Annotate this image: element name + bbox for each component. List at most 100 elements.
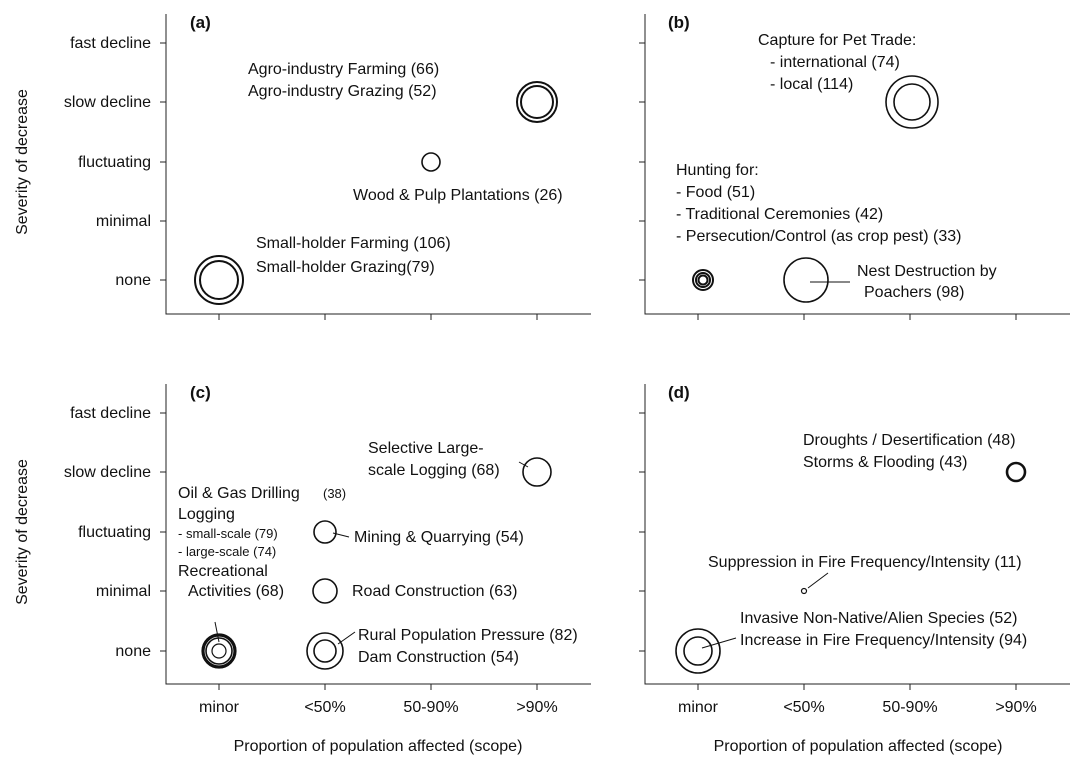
panel-c-annotation-mining: Mining & Quarrying (54): [354, 529, 524, 546]
panel-b-bubble-pet-trade-inner: [893, 83, 931, 121]
panel-c-annotation-recreational-2: Activities (68): [188, 583, 284, 600]
y-tick-label-slow-decline-bottom: slow decline: [64, 464, 151, 481]
y-tick-label-minimal-top: minimal: [96, 213, 151, 230]
panel-c-annotation-logging: Logging: [178, 506, 235, 523]
x-tick-label-50-90-right: 50-90%: [882, 699, 937, 716]
y-axis-title-bottom: Severity of decrease: [14, 459, 31, 605]
panel-d-x-ticks: [697, 684, 1017, 690]
panel-b-annotation-hunting-title: Hunting for:: [676, 162, 759, 179]
y-tick-label-slow-decline-top: slow decline: [64, 94, 151, 111]
panel-c-bubble-rural-inner: [313, 639, 337, 663]
panel-c-bubble-rural-outer: [306, 632, 344, 670]
panel-b-y-ticks: [639, 42, 645, 281]
panel-a-axes: [165, 14, 591, 315]
panel-a-annotation-agro-farming: Agro-industry Farming (66): [248, 61, 439, 78]
panel-c-bubble-oil-logging-outer: [201, 633, 237, 669]
panel-d-annotation-invasive: Invasive Non-Native/Alien Species (52): [740, 610, 1017, 627]
panel-a-bubble-agro-outer: [516, 81, 558, 123]
panel-b: (b) Capture for Pet Trade: - internation…: [639, 13, 1070, 320]
panel-d-annotation-fire-suppression: Suppression in Fire Frequency/Intensity …: [708, 554, 1022, 571]
panel-d: (d) Droughts / Desertification (48) Stor…: [639, 383, 1070, 690]
panel-b-bubble-pet-trade-outer: [885, 75, 939, 129]
panel-c-annotation-oil-gas: Oil & Gas Drilling: [178, 485, 300, 502]
y-tick-label-minimal-bottom: minimal: [96, 583, 151, 600]
panel-c: (c) Selective Large- scale Logging (68) …: [160, 383, 591, 690]
y-tick-label-none-bottom: none: [115, 643, 151, 660]
panel-d-bubble-fire-suppression: [800, 587, 808, 595]
panel-c-leader-mining: [332, 532, 350, 538]
panel-b-annotation-hunting-persecution: - Persecution/Control (as crop pest) (33…: [676, 228, 961, 245]
x-tick-label-50-90-left: 50-90%: [403, 699, 458, 716]
panel-a-y-ticks: [160, 42, 166, 281]
x-axis-title-left: Proportion of population affected (scope…: [234, 738, 523, 755]
x-tick-label-minor-right: minor: [678, 699, 719, 716]
panel-c-annotation-rural: Rural Population Pressure (82): [358, 627, 578, 644]
panel-c-y-ticks: [160, 412, 166, 652]
panel-d-axes: [644, 384, 1070, 685]
panel-b-bubble-hunting-outer: [692, 269, 714, 291]
panel-a-label: (a): [190, 13, 211, 32]
panel-b-annotation-pet-trade-local: - local (114): [770, 76, 853, 93]
panel-c-bubble-road: [312, 578, 338, 604]
panel-a-bubble-wood-pulp: [421, 152, 441, 172]
panel-d-annotation-storms: Storms & Flooding (43): [803, 454, 968, 471]
panel-c-annotation-logging-small: - small-scale (79): [178, 526, 278, 541]
panel-d-annotation-droughts: Droughts / Desertification (48): [803, 432, 1016, 449]
panel-b-label: (b): [668, 13, 690, 32]
panel-d-bubble-invasive-inner: [683, 636, 713, 666]
panel-b-axes: [644, 14, 1070, 315]
panel-a-bubble-smallholder-outer: [194, 255, 244, 305]
panel-c-x-ticks: [218, 684, 538, 690]
x-axis-title-right: Proportion of population affected (scope…: [714, 738, 1003, 755]
y-tick-label-fast-decline-top: fast decline: [70, 35, 151, 52]
panel-b-bubble-nest-destruction: [783, 257, 829, 303]
panel-b-annotation-pet-trade-title: Capture for Pet Trade:: [758, 32, 916, 49]
y-tick-label-fluctuating-bottom: fluctuating: [78, 524, 151, 541]
panel-c-annotation-logging-large: - large-scale (74): [178, 544, 276, 559]
panel-c-annotation-selective-1: Selective Large-: [368, 440, 484, 457]
panel-a-annotation-agro-grazing: Agro-industry Grazing (52): [248, 83, 437, 100]
panel-c-annotation-dam: Dam Construction (54): [358, 649, 519, 666]
panel-b-annotation-nest-destruction-2: Poachers (98): [864, 284, 965, 301]
panel-b-bubble-hunting-mid: [695, 272, 711, 288]
panel-a-annotation-smallholder-grazing: Small-holder Grazing(79): [256, 259, 435, 276]
panel-d-leader-fire-suppression: [807, 572, 829, 589]
panel-c-annotation-recreational-1: Recreational: [178, 563, 268, 580]
panel-d-leader-invasive: [701, 637, 737, 649]
x-tick-label-lt50-left: <50%: [304, 699, 345, 716]
panel-b-x-ticks: [697, 314, 1017, 320]
panel-c-leader-selective-logging: [518, 461, 529, 468]
panel-a-annotation-wood-pulp: Wood & Pulp Plantations (26): [353, 187, 563, 204]
panel-c-bubble-oil-logging-mid: [205, 637, 233, 665]
panel-a-annotation-smallholder-farming: Small-holder Farming (106): [256, 235, 451, 252]
panel-b-annotation-pet-trade-international: - international (74): [770, 54, 900, 71]
panel-c-annotation-road: Road Construction (63): [352, 583, 517, 600]
panel-a: (a) Agro-industry Farming (66) Agro-indu…: [160, 13, 591, 320]
panel-c-bubble-selective-logging: [522, 457, 552, 487]
y-tick-label-fast-decline-bottom: fast decline: [70, 405, 151, 422]
x-tick-label-minor-left: minor: [199, 699, 240, 716]
panel-c-label: (c): [190, 383, 211, 402]
y-axis-title-top: Severity of decrease: [14, 89, 31, 235]
x-tick-label-lt50-right: <50%: [783, 699, 824, 716]
panel-a-x-ticks: [218, 314, 538, 320]
panel-d-label: (d): [668, 383, 690, 402]
panel-d-y-ticks: [639, 412, 645, 652]
panel-b-annotation-hunting-ceremonies: - Traditional Ceremonies (42): [676, 206, 883, 223]
y-tick-label-none-top: none: [115, 272, 151, 289]
x-tick-label-gt90-right: >90%: [995, 699, 1036, 716]
x-tick-label-gt90-left: >90%: [516, 699, 557, 716]
panel-c-leader-oil-logging: [214, 621, 220, 643]
panel-b-bubble-hunting-inner: [697, 274, 709, 286]
y-tick-label-fluctuating-top: fluctuating: [78, 154, 151, 171]
panel-d-annotation-fire-increase: Increase in Fire Frequency/Intensity (94…: [740, 632, 1027, 649]
panel-c-leader-rural: [337, 631, 356, 645]
panel-c-annotation-oil-gas-count: (38): [323, 486, 346, 501]
panel-c-annotation-selective-2: scale Logging (68): [368, 462, 500, 479]
panel-d-bubble-droughts-storms: [1005, 461, 1027, 483]
panel-c-bubble-oil-logging-inner: [211, 643, 227, 659]
panel-b-annotation-hunting-food: - Food (51): [676, 184, 755, 201]
panel-d-bubble-invasive-outer: [675, 628, 721, 674]
panel-a-bubble-agro-inner: [520, 85, 554, 119]
